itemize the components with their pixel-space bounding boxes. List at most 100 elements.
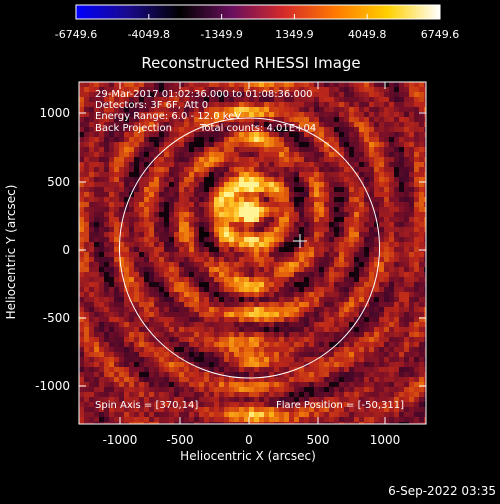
heatmap-pixel (309, 342, 314, 347)
heatmap-pixel (389, 412, 394, 417)
heatmap-pixel (99, 92, 104, 97)
heatmap-pixel (84, 232, 89, 237)
heatmap-pixel (159, 147, 164, 152)
heatmap-pixel (79, 322, 84, 327)
heatmap-pixel (199, 232, 204, 237)
heatmap-pixel (114, 197, 119, 202)
heatmap-pixel (364, 142, 369, 147)
heatmap-pixel (414, 417, 419, 422)
heatmap-pixel (204, 382, 209, 387)
heatmap-pixel (99, 197, 104, 202)
heatmap-pixel (354, 212, 359, 217)
heatmap-pixel (379, 367, 384, 372)
heatmap-pixel (319, 182, 324, 187)
heatmap-pixel (314, 307, 319, 312)
heatmap-pixel (324, 317, 329, 322)
heatmap-pixel (269, 132, 274, 137)
heatmap-pixel (394, 232, 399, 237)
heatmap-pixel (179, 137, 184, 142)
heatmap-pixel (399, 197, 404, 202)
heatmap-pixel (314, 197, 319, 202)
heatmap-pixel (289, 222, 294, 227)
heatmap-pixel (189, 387, 194, 392)
heatmap-pixel (229, 397, 234, 402)
heatmap-pixel (309, 382, 314, 387)
heatmap-pixel (404, 247, 409, 252)
heatmap-pixel (244, 202, 249, 207)
heatmap-pixel (314, 132, 319, 137)
heatmap-pixel (149, 417, 154, 422)
heatmap-pixel (274, 322, 279, 327)
heatmap-pixel (234, 357, 239, 362)
heatmap-pixel (209, 182, 214, 187)
heatmap-pixel (334, 382, 339, 387)
y-tick-label: 0 (62, 243, 70, 257)
heatmap-pixel (179, 117, 184, 122)
heatmap-pixel (89, 87, 94, 92)
heatmap-pixel (339, 347, 344, 352)
heatmap-pixel (89, 157, 94, 162)
heatmap-pixel (119, 397, 124, 402)
heatmap-pixel (129, 82, 134, 87)
heatmap-pixel (214, 322, 219, 327)
heatmap-pixel (284, 242, 289, 247)
heatmap-pixel (244, 92, 249, 97)
heatmap-pixel (184, 332, 189, 337)
heatmap-pixel (174, 302, 179, 307)
heatmap-pixel (279, 217, 284, 222)
heatmap-pixel (189, 392, 194, 397)
heatmap-pixel (164, 342, 169, 347)
heatmap-pixel (174, 287, 179, 292)
heatmap-pixel (224, 392, 229, 397)
heatmap-pixel (409, 232, 414, 237)
heatmap-pixel (424, 397, 426, 402)
heatmap-pixel (194, 257, 199, 262)
heatmap-pixel (154, 412, 159, 417)
heatmap-pixel (314, 137, 319, 142)
heatmap-pixel (164, 107, 169, 112)
heatmap-pixel (309, 142, 314, 147)
heatmap-pixel (239, 327, 244, 332)
heatmap-pixel (369, 242, 374, 247)
heatmap-pixel (294, 117, 299, 122)
heatmap-pixel (139, 167, 144, 172)
heatmap-pixel (224, 127, 229, 132)
heatmap-pixel (209, 252, 214, 257)
heatmap-pixel (239, 332, 244, 337)
heatmap-pixel (224, 117, 229, 122)
heatmap-pixel (379, 112, 384, 117)
heatmap-pixel (169, 217, 174, 222)
heatmap-pixel (189, 357, 194, 362)
heatmap-pixel (129, 107, 134, 112)
heatmap-pixel (364, 297, 369, 302)
heatmap-pixel (399, 102, 404, 107)
heatmap-pixel (139, 227, 144, 232)
heatmap-pixel (129, 262, 134, 267)
heatmap-pixel (94, 317, 99, 322)
heatmap-pixel (324, 332, 329, 337)
heatmap-pixel (124, 207, 129, 212)
heatmap-pixel (149, 372, 154, 377)
heatmap-pixel (259, 192, 264, 197)
heatmap-pixel (264, 142, 269, 147)
heatmap-pixel (389, 332, 394, 337)
heatmap-pixel (159, 162, 164, 167)
heatmap-pixel (379, 137, 384, 142)
heatmap-pixel (134, 247, 139, 252)
heatmap-pixel (194, 187, 199, 192)
heatmap-pixel (364, 92, 369, 97)
heatmap-pixel (319, 207, 324, 212)
heatmap-pixel (394, 202, 399, 207)
heatmap-pixel (139, 292, 144, 297)
heatmap-pixel (94, 157, 99, 162)
heatmap-pixel (204, 347, 209, 352)
heatmap-pixel (139, 407, 144, 412)
heatmap-pixel (344, 282, 349, 287)
heatmap-pixel (269, 267, 274, 272)
heatmap-pixel (224, 377, 229, 382)
heatmap-pixel (189, 147, 194, 152)
heatmap-pixel (189, 332, 194, 337)
heatmap-pixel (344, 87, 349, 92)
heatmap-pixel (259, 402, 264, 407)
heatmap-pixel (269, 262, 274, 267)
